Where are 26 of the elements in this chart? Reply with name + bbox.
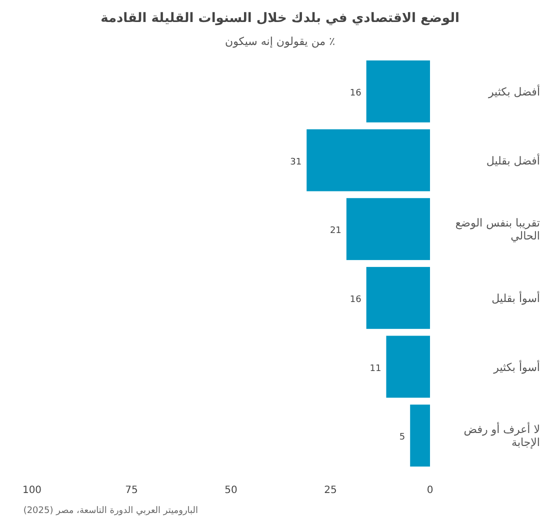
y-tick-label: لا أعرف أو رفض الإجابة [464, 422, 540, 450]
y-tick-label: أفضل بقليل [486, 153, 540, 168]
chart-subtitle: ٪ من يقولون إنه سيكون [225, 35, 336, 48]
chart-title: الوضع الاقتصادي في بلدك خلال السنوات القليلة القادمة [100, 11, 460, 26]
bar [346, 198, 430, 260]
data-label: 21 [330, 226, 342, 236]
x-tick-label: 25 [324, 485, 337, 496]
x-tick-label: 50 [224, 485, 238, 496]
bar [366, 60, 430, 122]
data-label: 16 [350, 88, 362, 98]
y-tick-label: تقريبا بنفس الوضع الحالي [455, 216, 540, 243]
text: الباروميتر العربي الدورة التاسعة، مصر (2025) [23, 506, 198, 516]
bar [306, 129, 430, 192]
y-tick-label: أسوأ بكثير [492, 360, 540, 374]
data-label: 5 [399, 432, 406, 443]
y-tick-label: أفضل بكثير [487, 84, 540, 98]
data-label: 11 [370, 364, 382, 374]
x-tick-label: 75 [125, 485, 138, 496]
data-label: 31 [290, 157, 302, 168]
x-tick-label: 100 [22, 485, 42, 496]
bar [410, 404, 430, 467]
bar [366, 266, 430, 329]
x-tick-label: 0 [426, 485, 434, 496]
data-label: 16 [350, 294, 362, 305]
bar [386, 336, 430, 398]
y-tick-label: أسوأ بقليل [492, 290, 540, 305]
